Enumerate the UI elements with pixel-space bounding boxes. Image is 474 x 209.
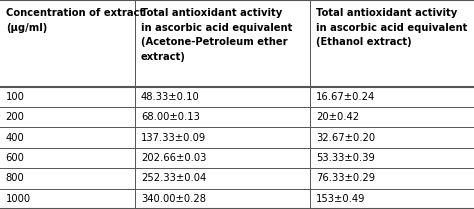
Text: 20±0.42: 20±0.42: [316, 112, 359, 122]
Bar: [135, 107, 310, 127]
Bar: [310, 148, 474, 168]
Text: 16.67±0.24: 16.67±0.24: [316, 92, 375, 102]
Bar: [0, 168, 135, 189]
Text: 76.33±0.29: 76.33±0.29: [316, 173, 375, 184]
Bar: [0, 189, 135, 209]
Text: 53.33±0.39: 53.33±0.39: [316, 153, 375, 163]
Bar: [135, 189, 310, 209]
Text: 1000: 1000: [6, 194, 31, 204]
Text: Concentration of extract
(μg/ml): Concentration of extract (μg/ml): [6, 8, 144, 33]
Text: 202.66±0.03: 202.66±0.03: [141, 153, 206, 163]
Bar: [310, 127, 474, 148]
Bar: [135, 127, 310, 148]
Bar: [135, 0, 310, 87]
Text: 200: 200: [6, 112, 25, 122]
Bar: [0, 87, 135, 107]
Text: Total antioxidant activity
in ascorbic acid equivalent
(Acetone-Petroleum ether
: Total antioxidant activity in ascorbic a…: [141, 8, 292, 62]
Text: 400: 400: [6, 133, 25, 143]
Text: Total antioxidant activity
in ascorbic acid equivalent
(Ethanol extract): Total antioxidant activity in ascorbic a…: [316, 8, 467, 47]
Bar: [0, 107, 135, 127]
Bar: [0, 0, 135, 87]
Bar: [310, 189, 474, 209]
Text: 137.33±0.09: 137.33±0.09: [141, 133, 206, 143]
Text: 48.33±0.10: 48.33±0.10: [141, 92, 200, 102]
Text: 252.33±0.04: 252.33±0.04: [141, 173, 206, 184]
Text: 68.00±0.13: 68.00±0.13: [141, 112, 200, 122]
Bar: [135, 87, 310, 107]
Bar: [135, 148, 310, 168]
Text: 600: 600: [6, 153, 25, 163]
Bar: [310, 168, 474, 189]
Bar: [0, 148, 135, 168]
Text: 800: 800: [6, 173, 25, 184]
Text: 153±0.49: 153±0.49: [316, 194, 365, 204]
Bar: [0, 127, 135, 148]
Bar: [310, 107, 474, 127]
Bar: [135, 168, 310, 189]
Text: 32.67±0.20: 32.67±0.20: [316, 133, 375, 143]
Bar: [310, 87, 474, 107]
Bar: [310, 0, 474, 87]
Text: 100: 100: [6, 92, 25, 102]
Text: 340.00±0.28: 340.00±0.28: [141, 194, 206, 204]
